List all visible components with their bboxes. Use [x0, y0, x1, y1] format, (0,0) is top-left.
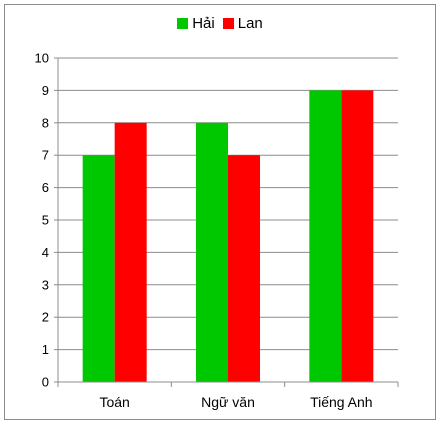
legend-swatch-lan [222, 18, 234, 29]
y-tick-label-6: 6 [42, 180, 49, 195]
y-tick-label-0: 0 [42, 375, 49, 390]
y-tick-label-5: 5 [42, 213, 49, 228]
bar-hải-3 [309, 90, 342, 383]
bar-lan-2 [228, 155, 260, 382]
y-tick-label-9: 9 [42, 83, 49, 98]
bar-hải-1 [82, 155, 115, 382]
y-tick-label-4: 4 [42, 245, 49, 260]
x-category-label-2: Ngữ văn [201, 394, 255, 410]
chart-frame: Hải Lan 0 1 2 3 4 5 6 7 8 9 10 Toán Ngữ văn Tiếng Anh [4, 4, 436, 420]
y-tick-label-10: 10 [35, 51, 49, 66]
y-tick-label-3: 3 [42, 277, 49, 292]
bar-hải-2 [196, 122, 228, 383]
legend-label-lan: Lan [237, 15, 263, 32]
legend-label-hai: Hải [192, 15, 215, 32]
plot-area: 0 1 2 3 4 5 6 7 8 9 10 Toán Ngữ văn Tiếng Anh [35, 51, 399, 410]
y-tick-label-7: 7 [42, 148, 49, 163]
y-tick-label-8: 8 [42, 115, 49, 130]
x-category-label-3: Tiếng Anh [310, 394, 373, 410]
y-tick-label-2: 2 [42, 310, 49, 325]
y-tick-label-1: 1 [42, 342, 49, 357]
bar-lan-1 [114, 122, 147, 383]
bar-lan-3 [341, 90, 374, 383]
legend: Hải Lan [5, 15, 435, 32]
x-category-label-1: Toán [99, 394, 129, 410]
legend-swatch-hai [177, 18, 189, 29]
legend-entry-lan: Lan [222, 15, 263, 32]
legend-entry-hai: Hải [177, 15, 215, 32]
